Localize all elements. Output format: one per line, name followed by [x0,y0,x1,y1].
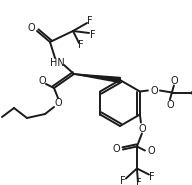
Text: F: F [136,179,142,185]
Text: O: O [38,76,46,86]
Text: O: O [150,85,158,95]
Text: F: F [120,176,126,185]
Text: F: F [90,30,96,40]
Text: O: O [166,100,174,110]
Text: O: O [170,75,178,85]
Text: F: F [87,16,93,26]
Polygon shape [74,74,120,83]
Text: F: F [149,171,155,181]
Text: HN: HN [50,58,64,68]
Text: O: O [54,98,62,108]
Text: O: O [27,23,35,33]
Text: O: O [112,144,120,154]
Text: O: O [147,147,155,157]
Text: O: O [138,124,146,134]
Text: F: F [78,40,84,50]
